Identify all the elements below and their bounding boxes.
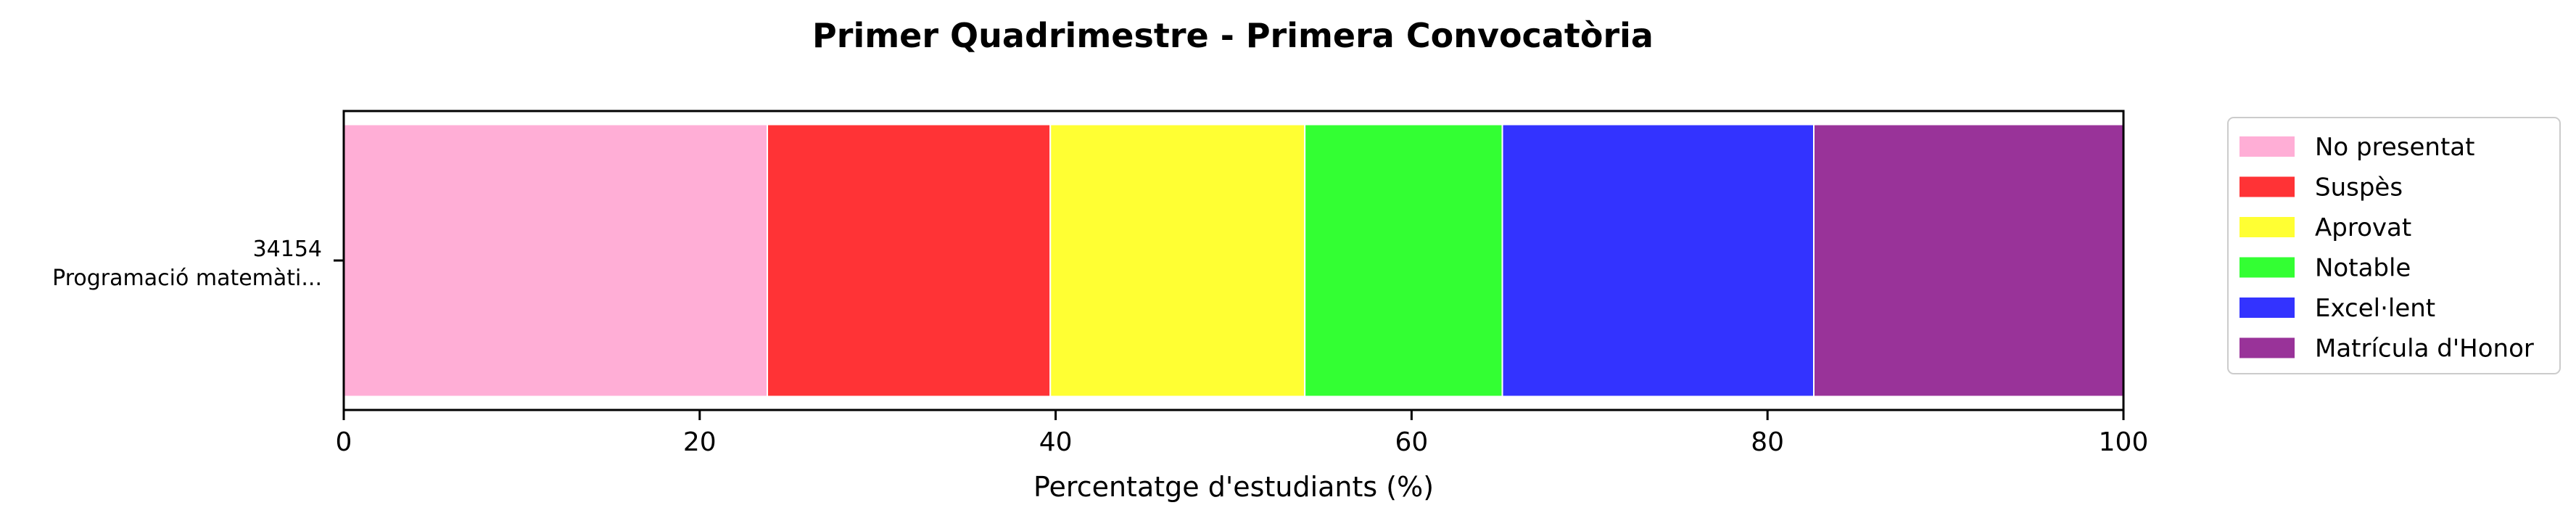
legend-label-1: No presentat <box>2315 133 2474 162</box>
x-tick-label: 80 <box>1751 427 1784 457</box>
x-axis-label: Percentatge d'estudiants (%) <box>1033 471 1434 503</box>
bar-segment-2 <box>767 123 1052 398</box>
legend-label-3: Aprovat <box>2315 213 2411 242</box>
chart-title: Primer Quadrimestre - Primera Convocatòr… <box>812 16 1654 55</box>
legend: No presentat Suspès Aprovat Notable Excel·le… <box>2227 117 2561 374</box>
x-axis: 0 20 40 60 80 100 <box>336 410 2149 457</box>
legend-label-2: Suspès <box>2315 173 2403 202</box>
legend-swatch-4 <box>2239 257 2295 278</box>
legend-swatch-6 <box>2239 337 2295 358</box>
legend-label-4: Notable <box>2315 254 2411 283</box>
x-tick-label: 0 <box>336 427 352 457</box>
bar-segment-4 <box>1304 123 1503 398</box>
x-tick-label: 40 <box>1039 427 1073 457</box>
y-tick-label-name: Programació matemàti... <box>52 266 322 291</box>
legend-swatch-5 <box>2239 298 2295 318</box>
y-axis: 34154 Programació matemàti... <box>52 237 344 291</box>
x-tick-label: 60 <box>1395 427 1428 457</box>
legend-label-6: Matrícula d'Honor <box>2315 335 2534 364</box>
x-tick-label: 20 <box>683 427 717 457</box>
legend-box <box>2227 117 2561 374</box>
bar-segment-3 <box>1049 123 1306 398</box>
bar-segment-6 <box>1813 123 2124 398</box>
legend-swatch-3 <box>2239 217 2295 237</box>
legend-swatch-2 <box>2239 176 2295 197</box>
bar-segments <box>343 123 2124 398</box>
legend-label-5: Excel·lent <box>2315 294 2435 323</box>
bar-segment-5 <box>1501 123 1815 398</box>
x-tick-label: 100 <box>2099 427 2149 457</box>
bar-segment-1 <box>343 123 769 398</box>
y-tick-label-code: 34154 <box>253 237 322 262</box>
legend-swatch-1 <box>2239 136 2295 157</box>
